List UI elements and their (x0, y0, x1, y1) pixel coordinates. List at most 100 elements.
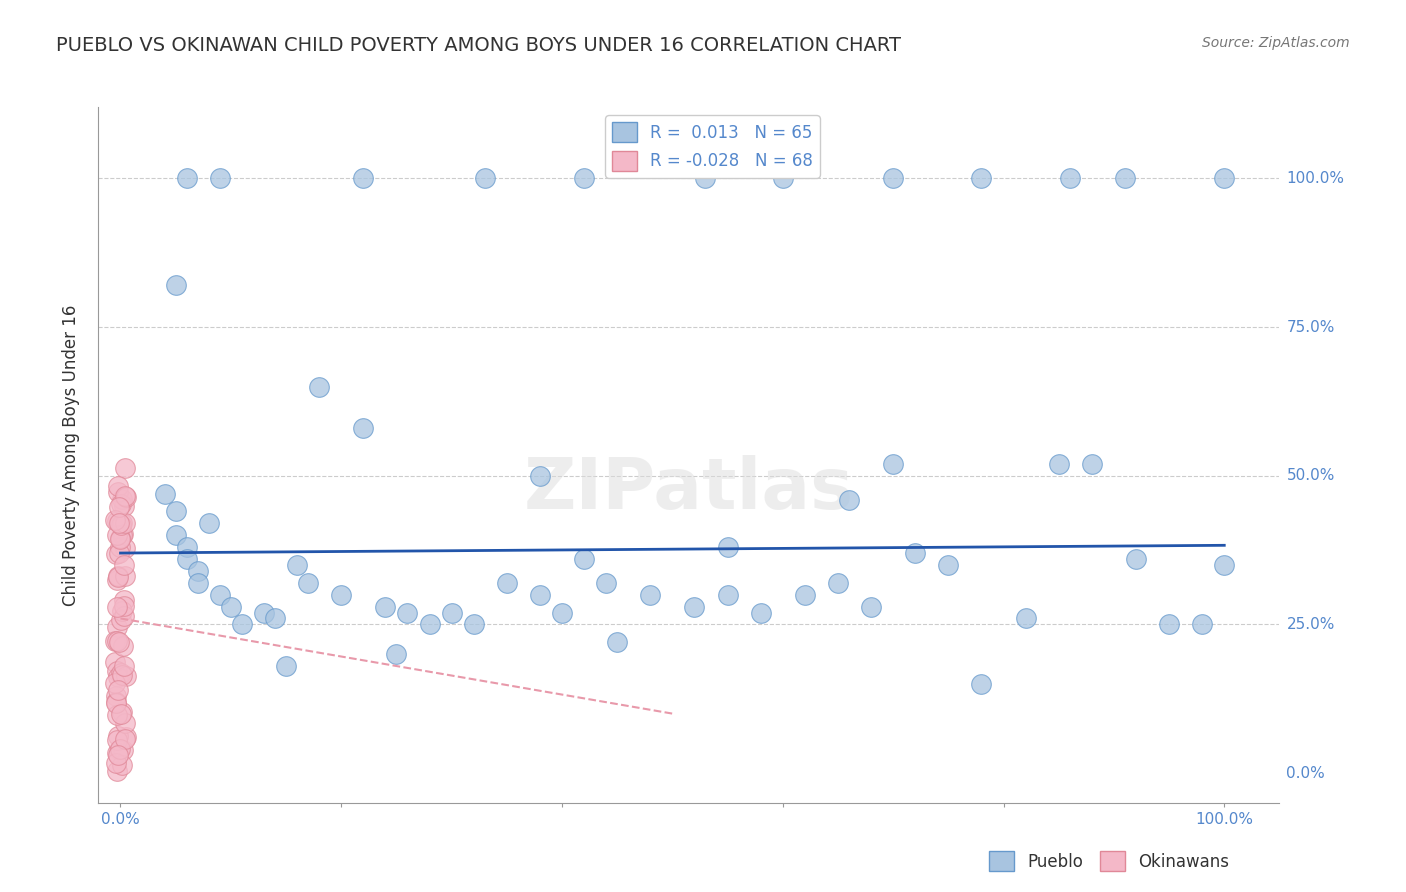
Point (572, 552, 595, 566)
Point (107, 500, 129, 514)
Point (107, 729, 129, 743)
Point (396, 606, 419, 620)
Point (105, 747, 128, 761)
Point (104, 756, 127, 771)
Point (107, 570, 129, 584)
Point (793, 588, 815, 602)
Point (108, 545, 131, 559)
Point (104, 513, 127, 527)
Point (114, 569, 136, 583)
Point (749, 606, 772, 620)
Point (105, 689, 128, 703)
Point (882, 457, 904, 471)
Point (111, 758, 134, 772)
Point (308, 379, 330, 393)
Point (882, 171, 904, 186)
Point (107, 485, 129, 500)
Point (105, 514, 128, 528)
Point (297, 575, 319, 590)
Point (105, 708, 128, 723)
Point (838, 492, 860, 507)
Point (110, 705, 132, 719)
Point (104, 548, 127, 562)
Point (114, 730, 136, 744)
Point (827, 575, 849, 590)
Point (110, 517, 132, 532)
Point (970, 677, 993, 691)
Point (105, 664, 128, 678)
Point (1047, 457, 1070, 471)
Point (105, 599, 128, 614)
Text: 25.0%: 25.0% (1286, 617, 1334, 632)
Point (419, 617, 441, 632)
Point (716, 540, 738, 554)
Point (1114, 171, 1136, 186)
Legend: Pueblo, Okinawans: Pueblo, Okinawans (983, 845, 1236, 878)
Point (1081, 457, 1104, 471)
Point (1014, 611, 1036, 625)
Point (695, 171, 717, 186)
Point (176, 171, 198, 186)
Text: PUEBLO VS OKINAWAN CHILD POVERTY AMONG BOYS UNDER 16 CORRELATION CHART: PUEBLO VS OKINAWAN CHILD POVERTY AMONG B… (56, 36, 901, 54)
Point (1213, 558, 1236, 572)
Point (1191, 617, 1213, 632)
Point (606, 635, 628, 649)
Point (165, 504, 187, 518)
Point (198, 516, 221, 531)
Point (107, 478, 129, 492)
Point (264, 611, 287, 625)
Point (640, 588, 662, 602)
Point (112, 659, 135, 673)
Point (595, 575, 617, 590)
Point (529, 588, 551, 602)
Text: Source: ZipAtlas.com: Source: ZipAtlas.com (1202, 36, 1350, 50)
Point (529, 468, 551, 483)
Point (104, 655, 127, 669)
Point (110, 527, 132, 541)
Point (187, 564, 209, 578)
Point (114, 732, 136, 747)
Point (114, 716, 136, 731)
Point (165, 528, 187, 542)
Point (970, 171, 993, 186)
Point (108, 635, 131, 649)
Point (105, 732, 128, 747)
Point (108, 516, 131, 531)
Point (104, 676, 127, 690)
Point (104, 696, 127, 710)
Point (231, 617, 253, 632)
Point (110, 665, 132, 680)
Point (208, 171, 231, 186)
Point (105, 527, 128, 541)
Point (114, 541, 136, 555)
Point (495, 575, 517, 590)
Point (112, 592, 135, 607)
Point (110, 706, 132, 721)
Point (105, 620, 128, 634)
Point (110, 613, 132, 627)
Point (112, 527, 135, 541)
Point (1157, 617, 1180, 632)
Text: 0.0%: 0.0% (101, 812, 139, 827)
Point (105, 695, 128, 709)
Point (285, 558, 308, 572)
Point (105, 634, 128, 648)
Point (114, 516, 136, 531)
Point (107, 682, 129, 697)
Point (572, 171, 595, 186)
Point (153, 486, 176, 500)
Point (104, 633, 127, 648)
Point (110, 667, 132, 681)
Point (105, 764, 128, 779)
Point (440, 606, 463, 620)
Point (114, 489, 136, 503)
Point (114, 461, 136, 475)
Point (107, 569, 129, 583)
Y-axis label: Child Poverty Among Boys Under 16: Child Poverty Among Boys Under 16 (62, 304, 80, 606)
Point (385, 647, 408, 661)
Point (111, 516, 134, 531)
Point (1059, 171, 1081, 186)
Point (107, 670, 129, 684)
Point (904, 546, 927, 560)
Point (219, 599, 242, 614)
